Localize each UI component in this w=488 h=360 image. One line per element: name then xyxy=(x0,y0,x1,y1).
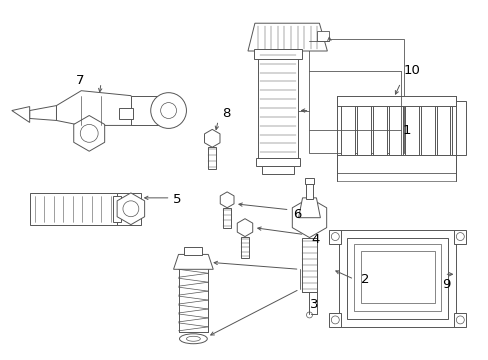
Text: 2: 2 xyxy=(360,273,369,286)
Bar xyxy=(257,51,297,158)
Polygon shape xyxy=(220,192,234,208)
Bar xyxy=(337,96,455,105)
Bar xyxy=(241,237,248,258)
Bar xyxy=(184,247,202,255)
Text: 7: 7 xyxy=(76,74,84,87)
Bar xyxy=(113,196,121,222)
Bar xyxy=(30,193,117,225)
Polygon shape xyxy=(237,219,252,237)
Bar xyxy=(305,183,313,199)
Polygon shape xyxy=(247,23,326,51)
Bar xyxy=(453,313,466,327)
Bar xyxy=(420,100,434,155)
Bar xyxy=(337,155,455,173)
Text: 9: 9 xyxy=(442,278,450,291)
Bar xyxy=(223,208,231,228)
Bar xyxy=(337,173,455,181)
Bar xyxy=(404,100,418,155)
Bar xyxy=(131,96,168,125)
Bar xyxy=(372,100,386,155)
Bar xyxy=(117,193,141,225)
Text: 1: 1 xyxy=(402,124,410,137)
Bar xyxy=(453,230,466,243)
Polygon shape xyxy=(298,198,320,218)
Bar xyxy=(304,178,314,184)
Polygon shape xyxy=(117,193,144,225)
Bar xyxy=(301,238,317,292)
Text: 3: 3 xyxy=(309,297,317,311)
Text: 8: 8 xyxy=(222,107,230,120)
Bar xyxy=(339,230,455,327)
Bar xyxy=(346,238,447,319)
Bar xyxy=(328,313,341,327)
Bar xyxy=(451,100,466,155)
Circle shape xyxy=(150,93,186,129)
Polygon shape xyxy=(292,198,326,238)
Bar xyxy=(262,166,293,174)
Text: 10: 10 xyxy=(403,64,420,77)
Bar xyxy=(360,251,434,303)
Bar xyxy=(317,31,328,41)
Polygon shape xyxy=(204,129,220,147)
Bar xyxy=(436,100,449,155)
Polygon shape xyxy=(173,255,213,269)
Polygon shape xyxy=(30,105,56,121)
Bar xyxy=(353,243,441,311)
Polygon shape xyxy=(56,91,141,125)
Bar xyxy=(388,100,402,155)
Bar xyxy=(255,158,299,166)
Bar xyxy=(341,100,354,155)
Bar xyxy=(208,147,216,169)
Text: 5: 5 xyxy=(172,193,181,206)
Text: 6: 6 xyxy=(292,208,301,221)
Bar xyxy=(356,100,370,155)
Bar xyxy=(309,39,403,153)
Circle shape xyxy=(161,103,176,118)
Text: 4: 4 xyxy=(311,233,319,246)
Polygon shape xyxy=(74,116,104,151)
Bar xyxy=(328,230,341,243)
Bar xyxy=(119,108,133,120)
Bar xyxy=(253,49,301,59)
Polygon shape xyxy=(12,107,30,122)
